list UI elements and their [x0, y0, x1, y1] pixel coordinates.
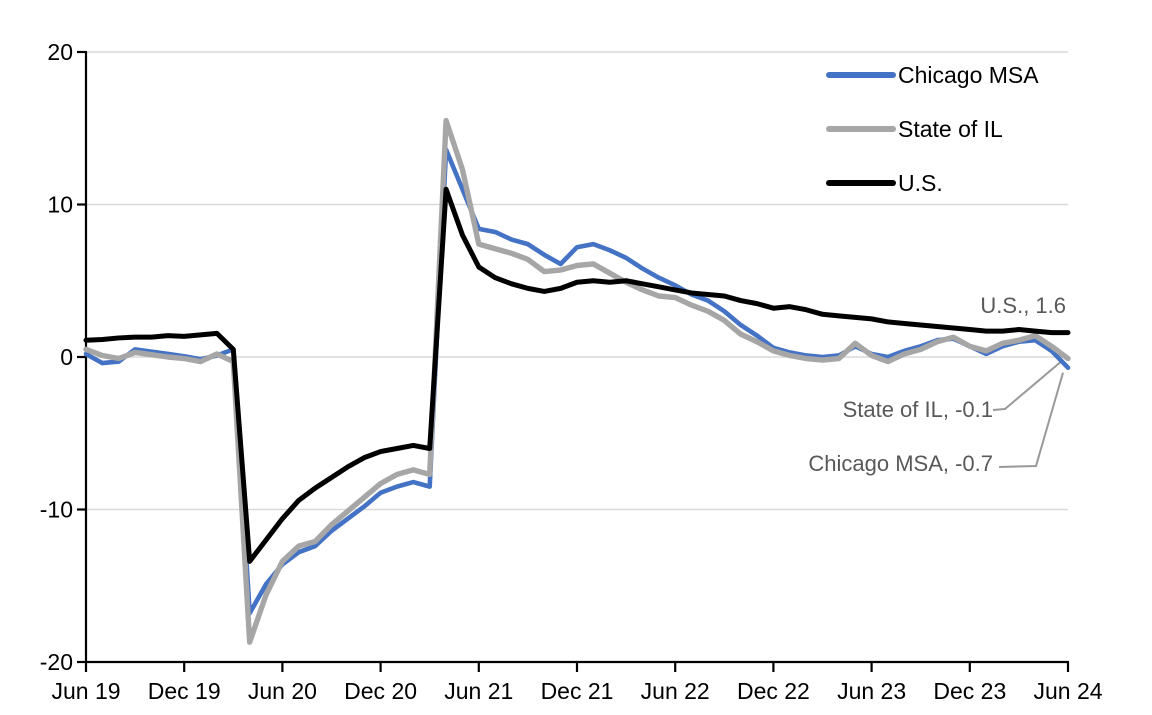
legend-swatch-state-of-il	[826, 126, 896, 132]
legend-label: State of IL	[898, 115, 1003, 142]
x-tick-label: Jun 23	[837, 678, 906, 704]
x-tick-label: Dec 20	[344, 678, 417, 704]
legend-label: Chicago MSA	[898, 61, 1039, 88]
annotation-us-end-value: U.S., 1.6	[980, 293, 1066, 318]
leader-line-state-of-il	[992, 361, 1061, 411]
annotation-chicago-end-value: Chicago MSA, -0.7	[808, 451, 993, 476]
chart-legend: Chicago MSA State of IL U.S.	[826, 61, 1039, 197]
x-tick-label: Jun 21	[444, 678, 513, 704]
legend-swatch-chicago-msa	[826, 72, 896, 78]
legend-item-state-of-il: State of IL	[826, 115, 1039, 143]
y-tick-label: -20	[40, 649, 73, 675]
legend-item-chicago-msa: Chicago MSA	[826, 61, 1039, 89]
series-line-state-of-il	[83, 117, 1071, 645]
x-tick-label: Jun 20	[248, 678, 317, 704]
leader-line-chicago-msa	[998, 372, 1064, 468]
y-tick-label: -10	[40, 497, 73, 523]
x-tick-label: Dec 23	[933, 678, 1006, 704]
y-tick-label: 0	[60, 344, 73, 370]
y-tick-label: 20	[47, 39, 73, 65]
x-tick-label: Jun 19	[51, 678, 120, 704]
y-tick-label: 10	[47, 192, 73, 218]
series-line-u-s-	[83, 186, 1071, 564]
x-tick-label: Jun 22	[641, 678, 710, 704]
x-tick-label: Jun 24	[1033, 678, 1102, 704]
x-tick-label: Dec 22	[737, 678, 810, 704]
annotation-il-end-value: State of IL, -0.1	[842, 397, 993, 422]
x-tick-label: Dec 21	[541, 678, 614, 704]
legend-swatch-us	[826, 180, 896, 186]
legend-label: U.S.	[898, 169, 943, 196]
x-tick-label: Dec 19	[148, 678, 221, 704]
legend-item-us: U.S.	[826, 169, 1039, 197]
